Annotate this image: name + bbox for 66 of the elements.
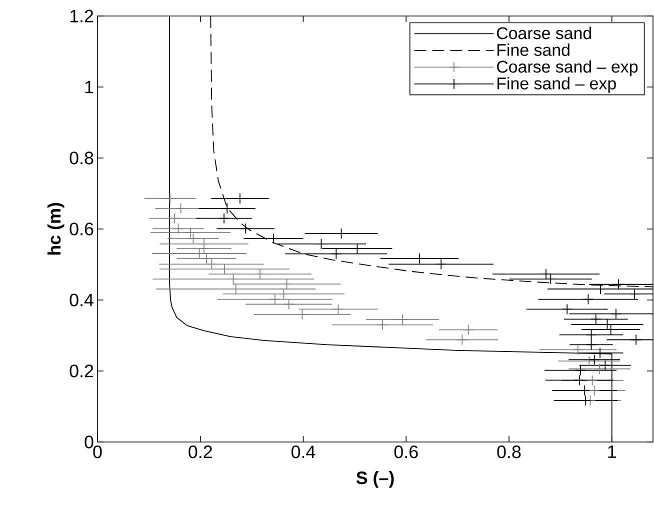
point (630, 334, 642, 346)
x-tick-label: 0 (93, 446, 102, 458)
point (456, 334, 468, 346)
y-tick-label: 1.2 (70, 10, 94, 22)
point (268, 233, 279, 244)
point (462, 324, 474, 336)
y-tick-label: 0 (84, 436, 94, 448)
point (240, 223, 252, 234)
point (330, 248, 342, 260)
x-axis-title: S (–) (356, 471, 394, 488)
point (336, 228, 347, 240)
y-axis-title: hc (m) (47, 203, 64, 255)
point (436, 258, 447, 270)
y-tick-label: 0.2 (70, 364, 94, 378)
y-tick-label: 0.6 (70, 222, 94, 236)
point (582, 294, 594, 305)
point (580, 395, 592, 406)
point (352, 243, 363, 254)
point (281, 278, 292, 290)
point (296, 309, 308, 320)
point (584, 356, 595, 366)
point (586, 339, 597, 350)
point (586, 329, 597, 340)
point (172, 223, 184, 234)
point (572, 344, 584, 356)
point (579, 385, 590, 396)
legend-label: Coarse sand (496, 26, 592, 40)
y-tick-label: 1 (85, 80, 94, 94)
point (594, 347, 606, 358)
point (600, 360, 611, 371)
point (222, 202, 233, 214)
point (219, 264, 230, 275)
x-tick-label: 0.4 (291, 446, 316, 458)
point (397, 314, 408, 325)
legend-label: Fine sand (498, 44, 570, 56)
x-tick-label: 0.6 (394, 446, 418, 458)
point (574, 374, 585, 386)
point (332, 304, 344, 315)
point (218, 212, 230, 224)
point (278, 288, 290, 300)
point (283, 298, 294, 310)
point (175, 202, 186, 214)
point (377, 319, 388, 330)
point (234, 193, 246, 204)
legend-label: Coarse sand – exp (496, 60, 638, 76)
legend-label: Fine sand – exp (498, 77, 616, 93)
y-tick-label: 0.4 (70, 294, 94, 306)
point (164, 193, 176, 204)
point (588, 385, 600, 396)
x-tick-label: 0.8 (497, 446, 521, 458)
point (270, 294, 280, 305)
x-tick-label: 1 (608, 446, 616, 458)
point (254, 268, 266, 280)
point (414, 253, 425, 264)
point (586, 375, 598, 386)
point (198, 243, 210, 254)
point (594, 363, 605, 374)
point (590, 314, 602, 325)
y-tick-label: 0.8 (70, 152, 94, 164)
point (610, 308, 622, 320)
x-tick-label: 0.2 (188, 446, 212, 458)
point (629, 288, 640, 300)
point (575, 364, 586, 376)
point (613, 278, 624, 290)
point (588, 354, 600, 366)
point (169, 212, 180, 224)
